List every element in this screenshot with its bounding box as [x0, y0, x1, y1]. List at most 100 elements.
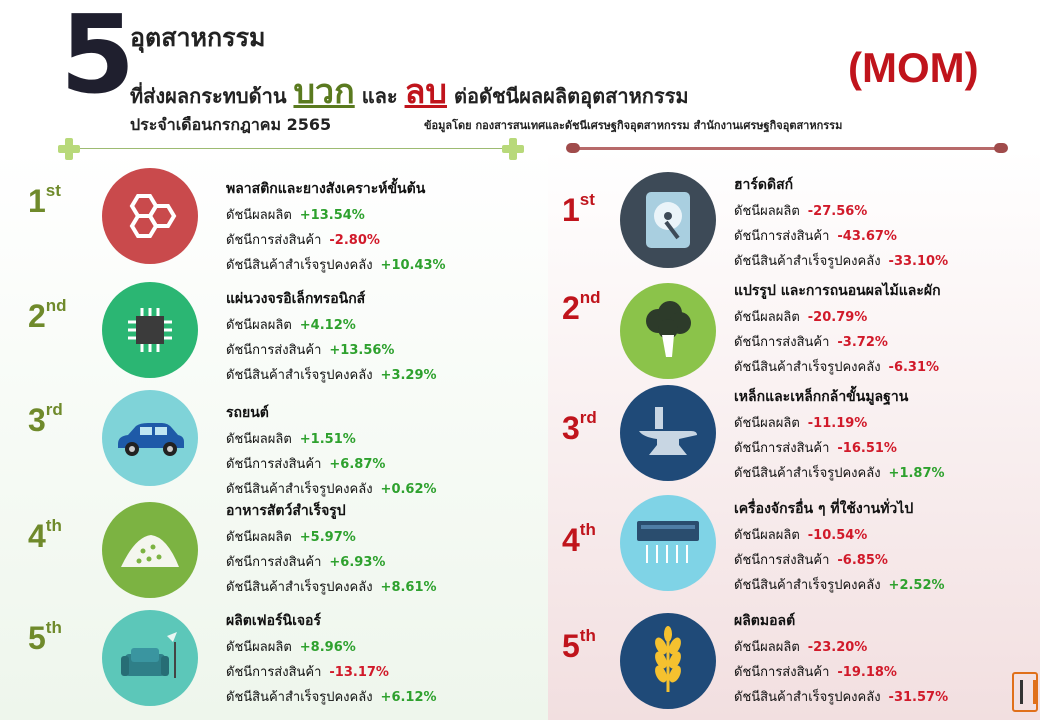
- industry-name: เครื่องจักรอื่น ๆ ที่ใช้งานทั่วไป: [734, 501, 914, 517]
- production-index-value: +8.96%: [299, 640, 356, 655]
- shipment-index-value: -6.85%: [837, 553, 888, 568]
- positive-industry-card: รถยนต์ ดัชนีผลผลิต +1.51% ดัชนีการส่งสินค้า…: [226, 402, 437, 499]
- production-index-value: -10.54%: [807, 528, 868, 543]
- shipment-index-row: ดัชนีการส่งสินค้า -19.18%: [734, 661, 948, 682]
- production-index-row: ดัชนีผลผลิต -11.19%: [734, 412, 945, 433]
- shipment-index-value: -43.67%: [837, 229, 897, 244]
- rank-number: 3: [562, 410, 580, 446]
- inventory-index-label: ดัชนีสินค้าสำเร็จรูปคงคลัง: [734, 466, 881, 481]
- header-line2-mid: และ: [361, 84, 398, 108]
- shipment-index-row: ดัชนีการส่งสินค้า -6.85%: [734, 549, 945, 570]
- air-conditioner-icon: [620, 495, 716, 591]
- shipment-index-row: ดัชนีการส่งสินค้า -13.17%: [226, 661, 437, 682]
- rank-number: 1: [28, 183, 46, 219]
- inventory-index-value: +3.29%: [380, 368, 437, 383]
- rank-number: 3: [28, 402, 46, 438]
- inventory-index-row: ดัชนีสินค้าสำเร็จรูปคงคลัง +10.43%: [226, 254, 446, 275]
- production-index-value: +4.12%: [299, 318, 356, 333]
- inventory-index-row: ดัชนีสินค้าสำเร็จรูปคงคลัง +8.61%: [226, 576, 437, 597]
- positive-panel-background: [0, 150, 548, 720]
- production-index-row: ดัชนีผลผลิต +5.97%: [226, 526, 437, 547]
- plus-icon: [58, 138, 80, 160]
- inventory-index-value: +2.52%: [888, 578, 945, 593]
- shipment-index-row: ดัชนีการส่งสินค้า +6.93%: [226, 551, 437, 572]
- rank-number: 2: [28, 298, 46, 334]
- inventory-index-row: ดัชนีสินค้าสำเร็จรูปคงคลัง +0.62%: [226, 478, 437, 499]
- production-index-value: +5.97%: [299, 530, 356, 545]
- inventory-index-value: +1.87%: [888, 466, 945, 481]
- shipment-index-row: ดัชนีการส่งสินค้า -43.67%: [734, 225, 948, 246]
- minus-icon: [566, 143, 580, 153]
- negative-divider: [568, 147, 1004, 150]
- industry-name: พลาสติกและยางสังเคราะห์ขั้นต้น: [226, 181, 426, 197]
- positive-industry-card: แผ่นวงจรอิเล็กทรอนิกส์ ดัชนีผลผลิต +4.12% ด…: [226, 288, 437, 385]
- production-index-value: +1.51%: [299, 432, 356, 447]
- production-index-row: ดัชนีผลผลิต -20.79%: [734, 306, 941, 327]
- inventory-index-label: ดัชนีสินค้าสำเร็จรูปคงคลัง: [734, 360, 881, 375]
- positive-rank-2: 2nd: [28, 296, 67, 335]
- negative-rank-2: 2nd: [562, 288, 601, 327]
- big-five-number: 5: [60, 0, 136, 118]
- inventory-index-label: ดัชนีสินค้าสำเร็จรูปคงคลัง: [734, 578, 881, 593]
- inventory-index-row: ดัชนีสินค้าสำเร็จรูปคงคลัง +6.12%: [226, 686, 437, 707]
- plus-icon: [502, 138, 524, 160]
- microchip-icon: [102, 282, 198, 378]
- production-index-value: -20.79%: [807, 310, 868, 325]
- positive-word: บวก: [293, 72, 355, 112]
- positive-rank-3: 3rd: [28, 400, 63, 439]
- production-index-label: ดัชนีผลผลิต: [226, 530, 292, 545]
- shipment-index-label: ดัชนีการส่งสินค้า: [734, 441, 830, 456]
- production-index-label: ดัชนีผลผลิต: [734, 310, 800, 325]
- shipment-index-label: ดัชนีการส่งสินค้า: [226, 457, 322, 472]
- inventory-index-row: ดัชนีสินค้าสำเร็จรูปคงคลัง +3.29%: [226, 364, 437, 385]
- industry-name: แผ่นวงจรอิเล็กทรอนิกส์: [226, 291, 366, 307]
- negative-rank-3: 3rd: [562, 408, 597, 447]
- production-index-label: ดัชนีผลผลิต: [734, 640, 800, 655]
- wheat-icon: [620, 613, 716, 709]
- inventory-index-row: ดัชนีสินค้าสำเร็จรูปคงคลัง -33.10%: [734, 250, 948, 271]
- inventory-index-row: ดัชนีสินค้าสำเร็จรูปคงคลัง -31.57%: [734, 686, 948, 707]
- negative-industry-card: เครื่องจักรอื่น ๆ ที่ใช้งานทั่วไปดัชนีผล…: [734, 498, 945, 595]
- rank-suffix: th: [579, 626, 596, 645]
- inventory-index-label: ดัชนีสินค้าสำเร็จรูปคงคลัง: [734, 254, 881, 269]
- production-index-label: ดัชนีผลผลิต: [226, 208, 292, 223]
- rank-suffix: rd: [579, 408, 597, 427]
- shipment-index-row: ดัชนีการส่งสินค้า -16.51%: [734, 437, 945, 458]
- production-index-value: -11.19%: [807, 416, 868, 431]
- rank-number: 5: [28, 620, 46, 656]
- shipment-index-label: ดัชนีการส่งสินค้า: [734, 229, 830, 244]
- inventory-index-value: +10.43%: [380, 258, 446, 273]
- inventory-index-label: ดัชนีสินค้าสำเร็จรูปคงคลัง: [226, 690, 373, 705]
- feed-pile-icon: [102, 502, 198, 598]
- positive-industry-card: ผลิตเฟอร์นิเจอร์ดัชนีผลผลิต +8.96% ดัชนีกา…: [226, 610, 437, 707]
- inventory-index-row: ดัชนีสินค้าสำเร็จรูปคงคลัง +1.87%: [734, 462, 945, 483]
- shipment-index-value: -3.72%: [837, 335, 888, 350]
- inventory-index-value: +8.61%: [380, 580, 437, 595]
- production-index-label: ดัชนีผลผลิต: [734, 528, 800, 543]
- inventory-index-row: ดัชนีสินค้าสำเร็จรูปคงคลัง +2.52%: [734, 574, 945, 595]
- car-icon: [102, 390, 198, 486]
- industry-name: รถยนต์: [226, 405, 269, 421]
- header-period: ประจำเดือนกรกฎาคม 2565: [130, 115, 332, 134]
- shipment-index-value: +6.93%: [329, 555, 386, 570]
- inventory-index-value: -31.57%: [888, 690, 949, 705]
- shipment-index-label: ดัชนีการส่งสินค้า: [734, 335, 830, 350]
- production-index-label: ดัชนีผลผลิต: [226, 318, 292, 333]
- inventory-index-value: +6.12%: [380, 690, 437, 705]
- shipment-index-value: +13.56%: [329, 343, 395, 358]
- industry-name: ผลิตมอลต์: [734, 613, 796, 629]
- negative-word: ลบ: [404, 72, 447, 112]
- shipment-index-label: ดัชนีการส่งสินค้า: [734, 665, 830, 680]
- hard-disk-icon: [620, 172, 716, 268]
- negative-rank-4: 4th: [562, 520, 596, 559]
- production-index-label: ดัชนีผลผลิต: [734, 416, 800, 431]
- shipment-index-row: ดัชนีการส่งสินค้า +13.56%: [226, 339, 437, 360]
- industry-name: ผลิตเฟอร์นิเจอร์: [226, 613, 321, 629]
- rank-suffix: th: [579, 520, 596, 539]
- rank-suffix: nd: [45, 296, 67, 315]
- rank-suffix: rd: [45, 400, 63, 419]
- production-index-row: ดัชนีผลผลิต +4.12%: [226, 314, 437, 335]
- production-index-row: ดัชนีผลผลิต +8.96%: [226, 636, 437, 657]
- inventory-index-label: ดัชนีสินค้าสำเร็จรูปคงคลัง: [226, 580, 373, 595]
- rank-number: 1: [562, 192, 580, 228]
